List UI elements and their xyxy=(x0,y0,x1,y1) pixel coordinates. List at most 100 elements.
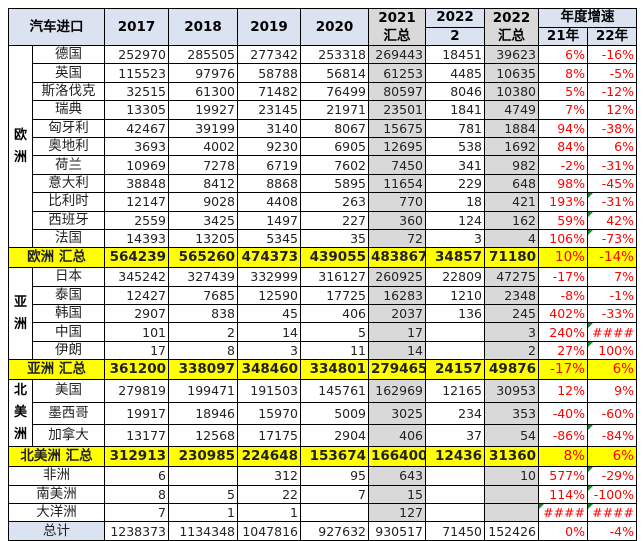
value-cell[interactable]: 8412 xyxy=(168,173,238,194)
value-cell[interactable]: 12427 xyxy=(104,285,169,306)
value-cell[interactable]: 229 xyxy=(425,173,485,194)
value-cell[interactable]: 22 xyxy=(237,484,301,505)
value-cell[interactable]: 338097 xyxy=(168,359,238,381)
growth-cell[interactable]: -17% xyxy=(538,267,588,287)
value-cell[interactable]: 1047816 xyxy=(237,521,301,541)
value-cell[interactable]: 360 xyxy=(368,210,426,230)
growth-cell[interactable]: 6% xyxy=(538,44,588,65)
value-cell[interactable]: 13305 xyxy=(104,100,169,120)
growth-cell[interactable]: 12% xyxy=(587,100,637,120)
value-cell[interactable]: 49876 xyxy=(484,359,539,381)
value-cell[interactable]: 406 xyxy=(300,304,369,324)
growth-cell[interactable]: 59% xyxy=(538,210,588,230)
row-label[interactable]: 非洲 xyxy=(8,466,105,486)
value-cell[interactable]: 61253 xyxy=(368,63,426,83)
value-cell[interactable]: 76499 xyxy=(300,81,369,102)
growth-cell[interactable]: -45% xyxy=(587,173,637,194)
value-cell[interactable]: 17 xyxy=(104,340,169,361)
growth-cell[interactable]: -14% xyxy=(587,247,637,269)
growth-cell[interactable]: -5% xyxy=(587,63,637,83)
value-cell[interactable] xyxy=(425,503,485,523)
value-cell[interactable]: 127 xyxy=(368,503,426,523)
row-label[interactable]: 南美洲 xyxy=(8,484,105,505)
region-label[interactable]: 北美洲 xyxy=(8,379,33,448)
value-cell[interactable]: 17175 xyxy=(237,423,301,448)
row-label[interactable]: 日本 xyxy=(32,267,105,287)
growth-cell[interactable]: 7% xyxy=(538,100,588,120)
value-cell[interactable]: 18 xyxy=(425,192,485,212)
value-cell[interactable]: 348460 xyxy=(237,359,301,381)
value-cell[interactable]: 14 xyxy=(368,340,426,361)
growth-cell[interactable]: 100% xyxy=(587,340,637,361)
header-growth-22[interactable]: 22年 xyxy=(587,26,637,46)
value-cell[interactable]: 14 xyxy=(237,322,301,342)
row-label[interactable]: 西班牙 xyxy=(32,210,105,230)
value-cell[interactable]: 263 xyxy=(300,192,369,212)
growth-cell[interactable]: -17% xyxy=(538,359,588,381)
value-cell[interactable]: 153674 xyxy=(300,446,369,468)
row-label[interactable]: 伊朗 xyxy=(32,340,105,361)
value-cell[interactable]: 71450 xyxy=(425,521,485,541)
value-cell[interactable] xyxy=(484,484,539,505)
value-cell[interactable]: 341 xyxy=(425,155,485,175)
value-cell[interactable]: 13177 xyxy=(104,423,169,448)
value-cell[interactable]: 37 xyxy=(425,423,485,448)
value-cell[interactable]: 19927 xyxy=(168,100,238,120)
growth-cell[interactable]: 240% xyxy=(538,322,588,342)
growth-cell[interactable]: -86% xyxy=(538,423,588,448)
row-label[interactable]: 泰国 xyxy=(32,285,105,306)
value-cell[interactable]: 152426 xyxy=(484,521,539,541)
value-cell[interactable] xyxy=(300,503,369,523)
row-label[interactable]: 中国 xyxy=(32,322,105,342)
value-cell[interactable]: 3025 xyxy=(368,401,426,425)
growth-cell[interactable]: -8% xyxy=(538,285,588,306)
value-cell[interactable]: 17 xyxy=(368,322,426,342)
value-cell[interactable]: 124 xyxy=(425,210,485,230)
value-cell[interactable]: 361200 xyxy=(104,359,169,381)
value-cell[interactable]: 5345 xyxy=(237,228,301,249)
value-cell[interactable]: 39623 xyxy=(484,44,539,65)
value-cell[interactable]: 18946 xyxy=(168,401,238,425)
value-cell[interactable]: 279465 xyxy=(368,359,426,381)
growth-cell[interactable]: -29% xyxy=(587,466,637,486)
growth-cell[interactable]: -84% xyxy=(587,423,637,448)
row-label[interactable]: 大洋洲 xyxy=(8,503,105,523)
value-cell[interactable]: 71482 xyxy=(237,81,301,102)
value-cell[interactable]: 34857 xyxy=(425,247,485,269)
value-cell[interactable]: 162969 xyxy=(368,379,426,403)
value-cell[interactable]: 10635 xyxy=(484,63,539,83)
value-cell[interactable]: 6719 xyxy=(237,155,301,175)
value-cell[interactable]: 312913 xyxy=(104,446,169,468)
growth-cell[interactable]: 402% xyxy=(538,304,588,324)
value-cell[interactable]: 277342 xyxy=(237,44,301,65)
value-cell[interactable]: 166400 xyxy=(368,446,426,468)
value-cell[interactable]: 7685 xyxy=(168,285,238,306)
growth-cell[interactable]: 577% xyxy=(538,466,588,486)
value-cell[interactable]: 2 xyxy=(168,322,238,342)
growth-cell[interactable]: -4% xyxy=(587,521,637,541)
value-cell[interactable]: 564239 xyxy=(104,247,169,269)
value-cell[interactable]: 21971 xyxy=(300,100,369,120)
row-label[interactable]: 韩国 xyxy=(32,304,105,324)
value-cell[interactable]: 5895 xyxy=(300,173,369,194)
value-cell[interactable]: 1497 xyxy=(237,210,301,230)
row-label[interactable]: 德国 xyxy=(32,44,105,65)
header-2022-total[interactable]: 2022 汇总 xyxy=(484,8,539,46)
value-cell[interactable]: 474373 xyxy=(237,247,301,269)
value-cell[interactable]: 770 xyxy=(368,192,426,212)
row-label[interactable]: 意大利 xyxy=(32,173,105,194)
value-cell[interactable]: 3425 xyxy=(168,210,238,230)
value-cell[interactable]: 9028 xyxy=(168,192,238,212)
value-cell[interactable]: 16283 xyxy=(368,285,426,306)
value-cell[interactable]: 10380 xyxy=(484,81,539,102)
value-cell[interactable]: 13205 xyxy=(168,228,238,249)
value-cell[interactable]: 439055 xyxy=(300,247,369,269)
value-cell[interactable]: 7 xyxy=(300,484,369,505)
header-2019[interactable]: 2019 xyxy=(237,8,301,46)
value-cell[interactable]: 269443 xyxy=(368,44,426,65)
value-cell[interactable]: 72 xyxy=(368,228,426,249)
value-cell[interactable]: 18451 xyxy=(425,44,485,65)
value-cell[interactable]: 8046 xyxy=(425,81,485,102)
value-cell[interactable]: 234 xyxy=(425,401,485,425)
value-cell[interactable]: 191503 xyxy=(237,379,301,403)
